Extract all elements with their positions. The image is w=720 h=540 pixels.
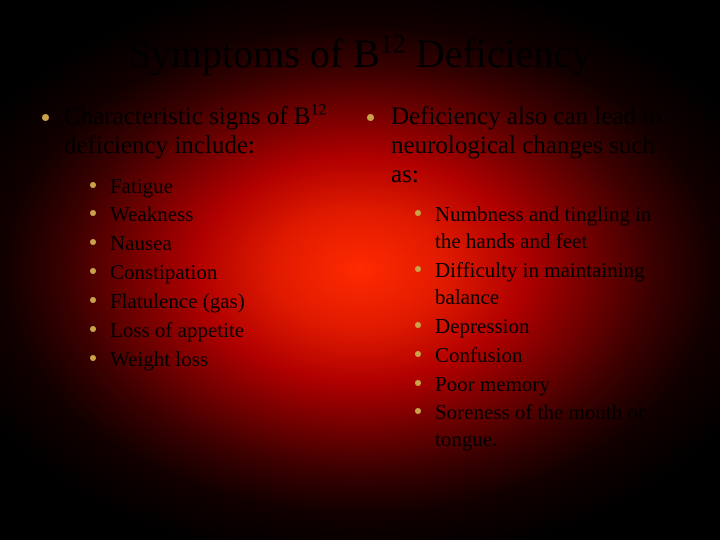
title-superscript: 12 xyxy=(380,30,406,59)
left-column: Characteristic signs of B12 deficiency i… xyxy=(40,103,355,455)
bullet-icon xyxy=(90,182,96,188)
bullet-icon xyxy=(90,326,96,332)
right-column: Deficiency also can lead to neurological… xyxy=(365,103,680,455)
list-item-text: Flatulence (gas) xyxy=(110,289,245,313)
right-lead-text: Deficiency also can lead to neurological… xyxy=(391,103,662,188)
list-item-text: Numbness and tingling in the hands and f… xyxy=(435,202,651,253)
list-item: Flatulence (gas) xyxy=(90,288,355,315)
list-item-text: Constipation xyxy=(110,260,217,284)
list-item: Poor memory xyxy=(415,371,680,398)
bullet-icon xyxy=(367,114,374,121)
bullet-icon xyxy=(90,210,96,216)
list-item: Difficulty in maintaining balance xyxy=(415,257,680,311)
slide-title: Symptoms of B12 Deficiency xyxy=(40,30,680,77)
list-item: Constipation xyxy=(90,259,355,286)
bullet-icon xyxy=(90,268,96,274)
title-text-post: Deficiency xyxy=(406,31,591,76)
list-item: Weight loss xyxy=(90,346,355,373)
list-item-text: Confusion xyxy=(435,343,523,367)
list-item: Fatigue xyxy=(90,173,355,200)
list-item: Loss of appetite xyxy=(90,317,355,344)
list-item: Numbness and tingling in the hands and f… xyxy=(415,201,680,255)
list-item: Depression xyxy=(415,313,680,340)
list-item-text: Nausea xyxy=(110,231,172,255)
columns: Characteristic signs of B12 deficiency i… xyxy=(40,103,680,455)
title-text-pre: Symptoms of B xyxy=(129,31,380,76)
list-item-text: Weakness xyxy=(110,202,193,226)
list-item-text: Difficulty in maintaining balance xyxy=(435,258,645,309)
list-item-text: Loss of appetite xyxy=(110,318,244,342)
left-lead: Characteristic signs of B12 deficiency i… xyxy=(40,103,355,161)
right-sublist: Numbness and tingling in the hands and f… xyxy=(365,201,680,453)
list-item: Soreness of the mouth or tongue. xyxy=(415,399,680,453)
left-lead-pre: Characteristic signs of B xyxy=(64,103,310,130)
left-lead-sup: 12 xyxy=(310,102,326,119)
bullet-icon xyxy=(415,210,421,216)
list-item: Nausea xyxy=(90,230,355,257)
right-lead: Deficiency also can lead to neurological… xyxy=(365,103,680,189)
list-item-text: Weight loss xyxy=(110,347,208,371)
slide: Symptoms of B12 Deficiency Characteristi… xyxy=(0,0,720,540)
bullet-icon xyxy=(415,408,421,414)
bullet-icon xyxy=(42,114,49,121)
list-item-text: Soreness of the mouth or tongue. xyxy=(435,400,645,451)
left-lead-post: deficiency include: xyxy=(64,132,255,159)
bullet-icon xyxy=(415,322,421,328)
list-item-text: Fatigue xyxy=(110,174,173,198)
bullet-icon xyxy=(90,297,96,303)
list-item-text: Poor memory xyxy=(435,372,550,396)
list-item: Confusion xyxy=(415,342,680,369)
bullet-icon xyxy=(415,380,421,386)
left-sublist: Fatigue Weakness Nausea Constipation Fla… xyxy=(40,173,355,373)
list-item-text: Depression xyxy=(435,314,529,338)
bullet-icon xyxy=(415,266,421,272)
bullet-icon xyxy=(90,239,96,245)
bullet-icon xyxy=(415,351,421,357)
list-item: Weakness xyxy=(90,201,355,228)
bullet-icon xyxy=(90,355,96,361)
